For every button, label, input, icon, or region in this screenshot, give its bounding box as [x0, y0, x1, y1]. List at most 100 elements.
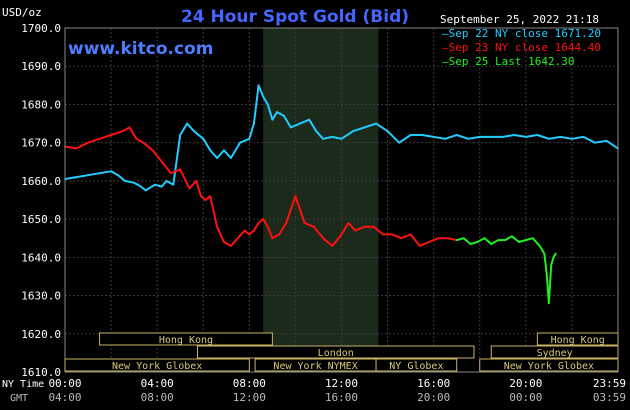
data-point [524, 136, 527, 138]
plot-area [64, 27, 619, 373]
data-point [432, 136, 435, 138]
data-point [409, 134, 412, 136]
data-point [347, 222, 350, 224]
data-point [110, 170, 112, 173]
data-point [160, 160, 163, 163]
data-point [204, 199, 207, 201]
data-point [547, 137, 550, 140]
data-point [223, 241, 225, 243]
session-bar [99, 332, 273, 346]
data-point [140, 185, 142, 188]
data-point [230, 244, 232, 247]
data-point [117, 174, 119, 177]
data-point [547, 302, 550, 305]
data-point [179, 134, 182, 136]
data-point [243, 229, 246, 232]
legend: —Sep 22 NY close 1671.20—Sep 23 NY close… [442, 27, 601, 68]
data-point [446, 237, 449, 240]
plot-frame [64, 27, 619, 373]
data-point [354, 229, 357, 232]
data-point [87, 174, 89, 177]
data-point [248, 233, 251, 236]
session-bar [64, 358, 250, 372]
data-point [513, 134, 516, 136]
data-point [552, 256, 555, 259]
data-point [571, 137, 573, 140]
data-point [262, 218, 265, 221]
data-point [518, 241, 520, 243]
data-point [209, 149, 212, 152]
x-tick-label-gmt: 20:00 [417, 391, 450, 404]
data-point [418, 244, 421, 247]
data-point [200, 195, 202, 198]
data-point [303, 222, 306, 224]
data-point [375, 122, 377, 125]
y-tick-label: 1620.0 [21, 328, 61, 341]
y-tick-label: 1650.0 [21, 213, 61, 226]
data-point [144, 189, 147, 192]
data-point [398, 141, 401, 144]
data-point [428, 241, 430, 243]
data-point [543, 252, 546, 255]
data-point [170, 172, 172, 175]
data-point [504, 239, 506, 242]
data-point [257, 222, 260, 224]
data-point [75, 147, 78, 150]
data-point [340, 233, 343, 236]
x-tick-label-ny: 12:00 [325, 377, 358, 390]
x-tick-label-ny: 08:00 [233, 377, 266, 390]
data-point [315, 130, 318, 133]
data-point [462, 237, 465, 240]
series-line [64, 126, 457, 247]
data-point [142, 141, 145, 144]
data-point [582, 136, 585, 138]
session-label: New York Globex [504, 361, 594, 372]
x-tick-label-gmt: 08:00 [141, 391, 174, 404]
data-point [386, 130, 389, 133]
y-tick-label: 1660.0 [21, 175, 61, 188]
data-point [352, 130, 354, 133]
x-tick-label-gmt: 00:00 [509, 391, 542, 404]
data-point [308, 118, 311, 121]
data-point [223, 149, 225, 152]
data-point [340, 137, 343, 140]
data-point [455, 134, 458, 136]
session-label: Hong Kong [551, 335, 605, 346]
data-point [322, 237, 324, 240]
data-point [400, 237, 403, 240]
legend-entry: —Sep 25 Last 1642.30 [442, 55, 574, 68]
y-tick-label: 1630.0 [21, 290, 61, 303]
session-label: NY Globex [389, 361, 443, 372]
data-point [271, 237, 274, 240]
data-point [490, 136, 493, 138]
y-unit-label: USD/oz [2, 6, 42, 19]
data-point [331, 244, 334, 247]
data-point [278, 233, 281, 236]
x-tick-label-ny: 20:00 [509, 377, 542, 390]
x-tick-label-gmt: 16:00 [325, 391, 358, 404]
data-point [382, 233, 384, 236]
x-tick-label-gmt: 04:00 [48, 391, 81, 404]
x-tick-label-ny: 04:00 [141, 377, 174, 390]
data-point [216, 157, 218, 159]
data-point [409, 233, 412, 236]
data-point [151, 149, 154, 152]
data-point [128, 126, 131, 129]
data-point [455, 239, 458, 242]
data-point [605, 139, 608, 142]
data-point [559, 136, 562, 138]
data-point [594, 141, 596, 144]
data-point [299, 122, 301, 125]
data-point [165, 179, 168, 182]
x-tick-label-ny: 00:00 [48, 377, 81, 390]
data-point [363, 225, 366, 228]
timestamp: September 25, 2022 21:18 [440, 13, 599, 26]
data-point [511, 235, 513, 238]
legend-entry: —Sep 22 NY close 1671.20 [442, 27, 601, 40]
data-point [285, 222, 288, 224]
data-point [545, 271, 548, 274]
data-point [193, 130, 195, 133]
data-point [87, 141, 89, 144]
series-line [64, 84, 619, 192]
data-point [271, 118, 274, 121]
